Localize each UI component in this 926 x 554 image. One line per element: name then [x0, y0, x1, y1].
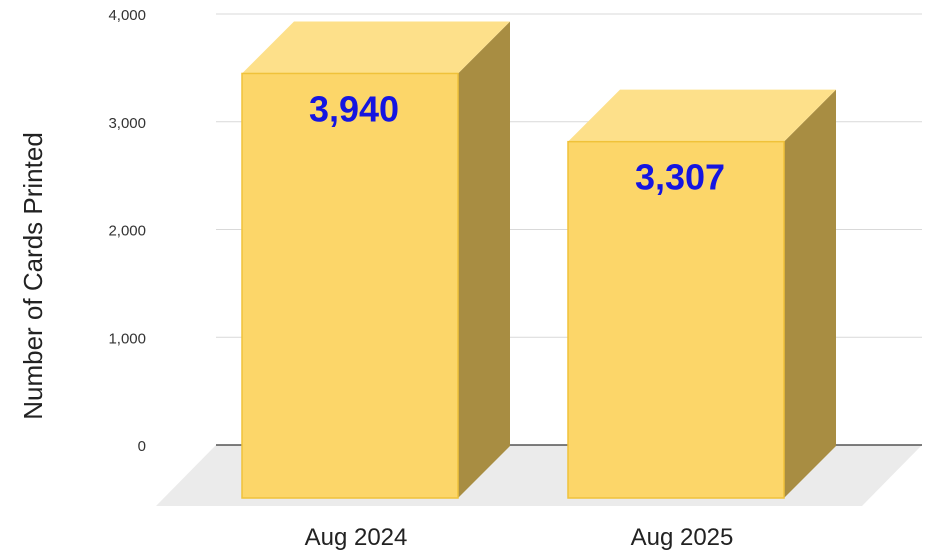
data-label: 3,940	[309, 88, 399, 129]
y-axis-ticks: 0 1,000 2,000 3,000 4,000	[108, 7, 146, 455]
y-axis-title: Number of Cards Printed	[18, 132, 48, 420]
y-tick-label: 0	[138, 438, 146, 455]
category-labels: Aug 2024 Aug 2025	[305, 524, 734, 551]
bar-front-face	[567, 140, 785, 499]
data-label: 3,307	[635, 157, 725, 198]
x-category-label: Aug 2024	[305, 524, 408, 551]
bar-top-face	[242, 21, 510, 74]
y-tick-label: 1,000	[108, 330, 146, 347]
bar-aug-2024: 3,940	[241, 21, 510, 499]
bar-side-face	[784, 89, 836, 499]
y-tick-label: 2,000	[108, 223, 146, 240]
bar-top-face	[568, 89, 836, 142]
bar-front-face	[241, 72, 459, 499]
y-tick-label: 4,000	[108, 7, 146, 24]
bars: 3,940 3,307	[241, 21, 836, 499]
y-tick-label: 3,000	[108, 115, 146, 132]
bar-side-face	[458, 21, 510, 499]
x-category-label: Aug 2025	[631, 524, 734, 551]
bar-aug-2025: 3,307	[567, 89, 836, 499]
